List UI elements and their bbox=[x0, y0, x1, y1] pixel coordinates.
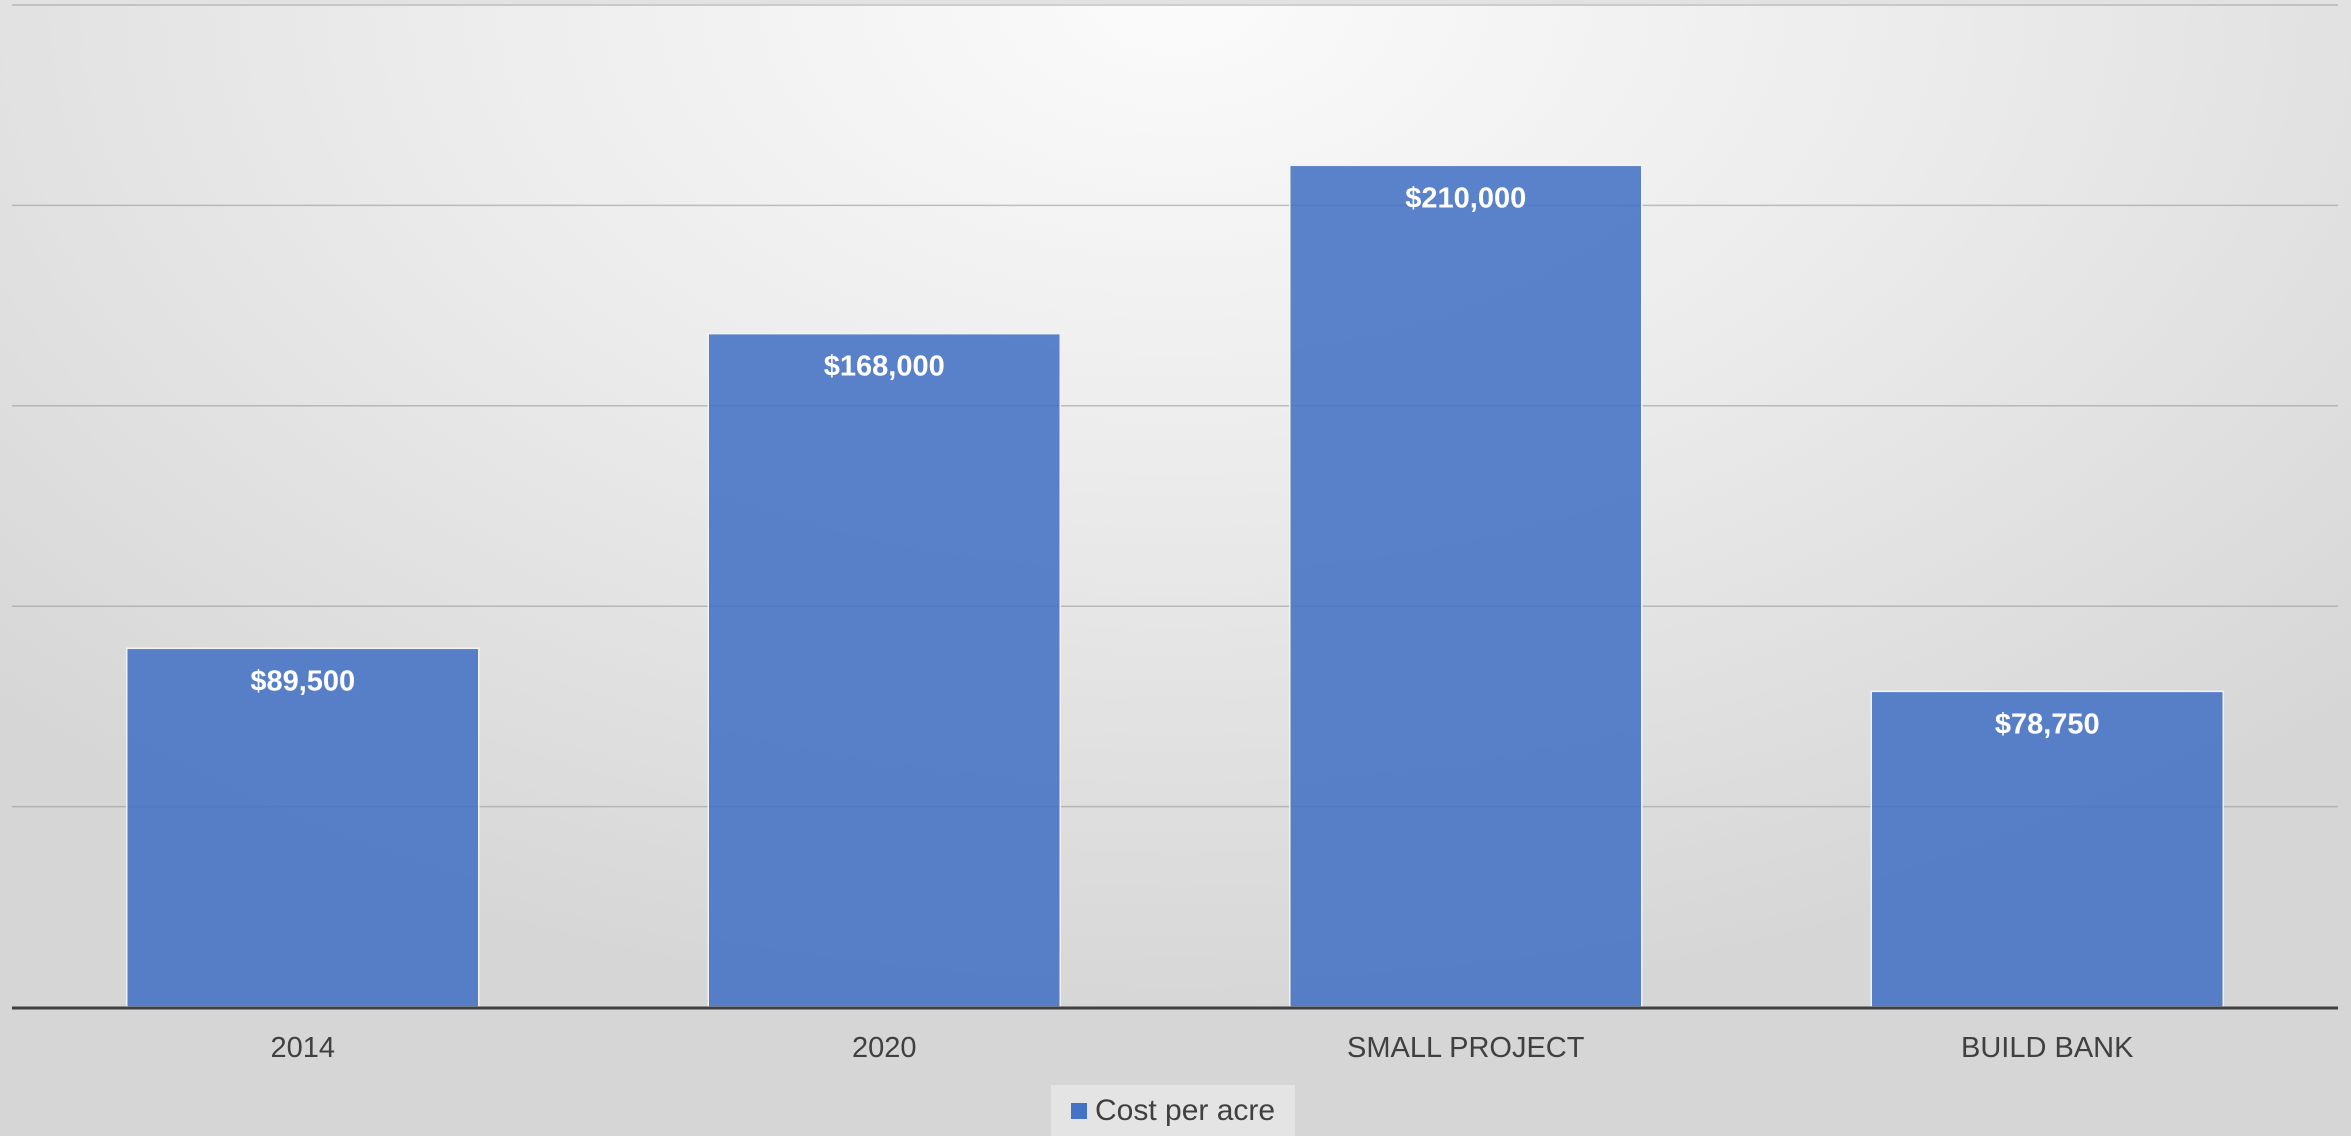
bar bbox=[707, 332, 1061, 1008]
bar bbox=[1289, 164, 1643, 1008]
bar bbox=[126, 647, 480, 1008]
bars bbox=[126, 164, 2224, 1008]
legend: Cost per acre bbox=[1051, 1085, 1296, 1136]
x-tick-labels: 2014 2020 SMALL PROJECT BUILD BANK bbox=[270, 1032, 2134, 1064]
x-tick-label: 2020 bbox=[852, 1032, 917, 1064]
legend-entry-label: Cost per acre bbox=[1095, 1093, 1276, 1127]
bar bbox=[1870, 690, 2224, 1008]
data-label: $168,000 bbox=[824, 351, 945, 383]
data-label: $78,750 bbox=[1995, 708, 2100, 740]
data-labels: $89,500 $168,000 $210,000 $78,750 bbox=[250, 182, 2099, 740]
x-tick-label: 2014 bbox=[270, 1032, 335, 1064]
data-label: $210,000 bbox=[1405, 182, 1526, 214]
x-tick-label: BUILD BANK bbox=[1961, 1032, 2134, 1064]
data-label: $89,500 bbox=[250, 665, 355, 697]
x-tick-label: SMALL PROJECT bbox=[1347, 1032, 1585, 1064]
chart-top-border bbox=[0, 0, 2351, 4]
legend-swatch bbox=[1071, 1102, 1087, 1119]
